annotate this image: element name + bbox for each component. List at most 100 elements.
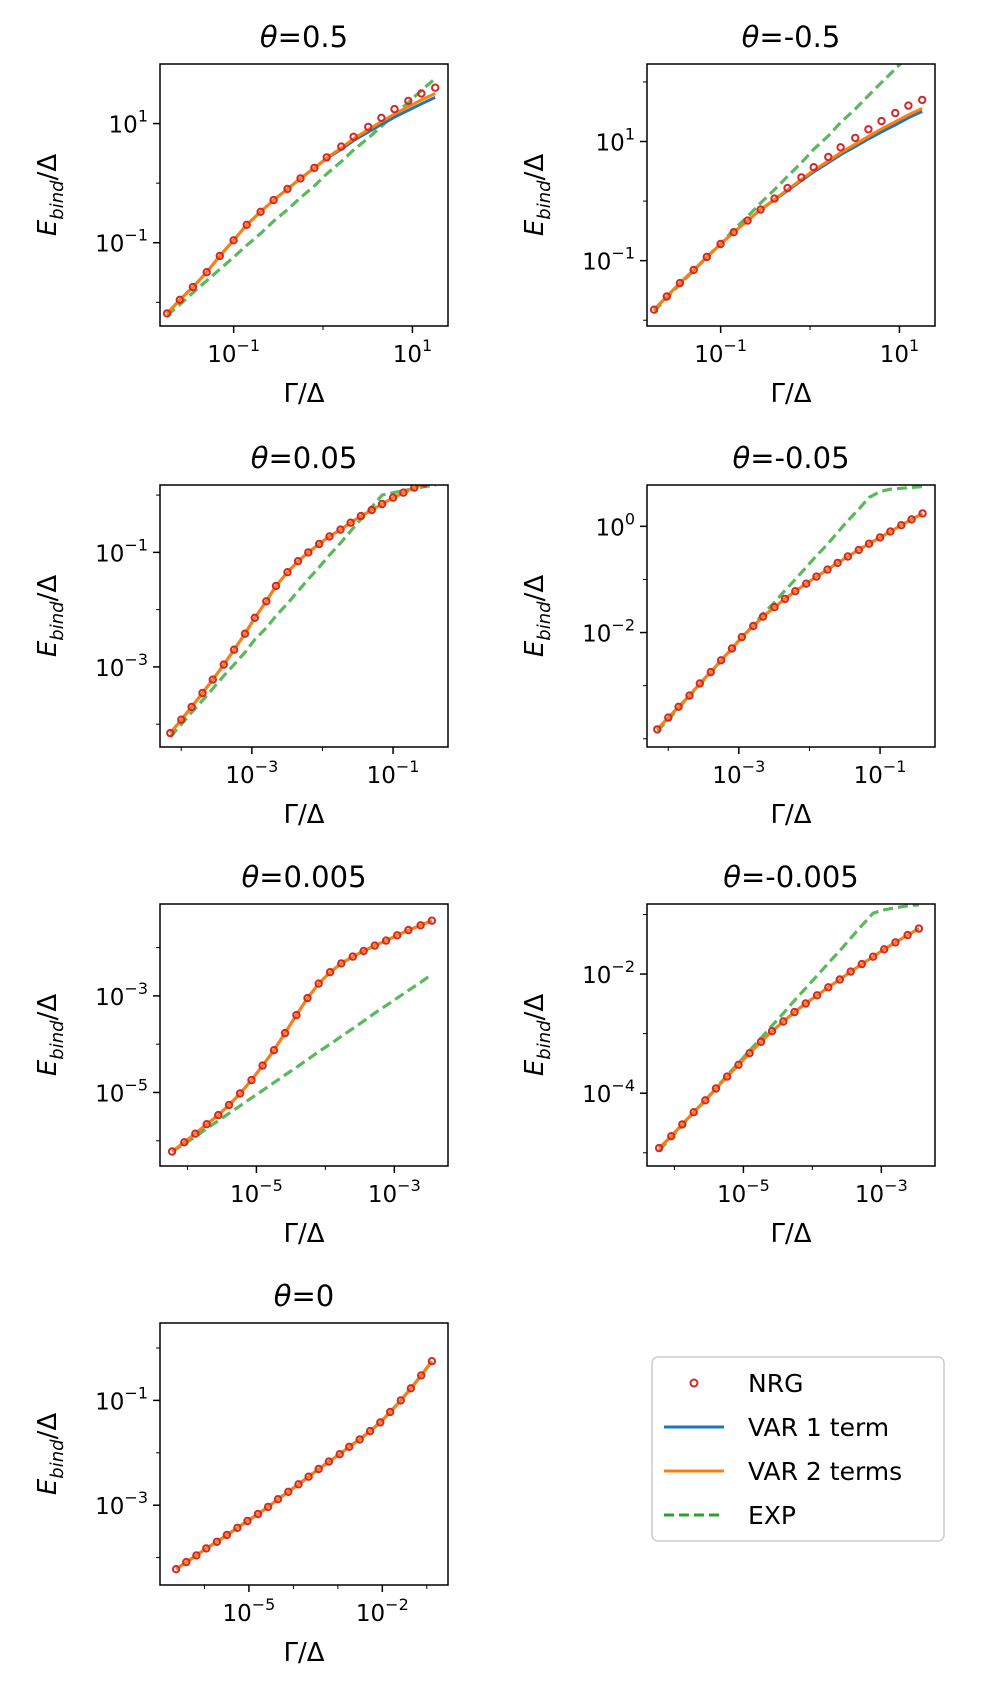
- nrg-point: [367, 505, 376, 515]
- axes-frame: [159, 63, 449, 327]
- x-tick-label: 10−1: [207, 336, 260, 368]
- nrg-point: [836, 143, 845, 152]
- series-var-2-terms: [658, 927, 920, 1150]
- nrg-point: [262, 597, 271, 606]
- nrg-point: [907, 515, 916, 524]
- nrg-point: [417, 89, 426, 98]
- nrg-point: [918, 509, 927, 518]
- panel-5: θ=-0.005 10−5 10−3 10−4 10−2 Γ/Δ Ebind/Δ: [520, 860, 936, 1249]
- nrg-point: [202, 268, 211, 277]
- nrg-point: [242, 220, 251, 230]
- nrg-point: [427, 1357, 437, 1366]
- series-var-2-terms: [166, 92, 436, 315]
- nrg-point: [233, 1523, 242, 1533]
- nrg-point: [269, 1046, 279, 1055]
- y-tick-label: 10−3: [95, 1488, 148, 1520]
- nrg-point: [187, 702, 196, 712]
- nrg-point: [904, 101, 913, 110]
- nrg-point: [243, 1516, 252, 1526]
- nrg-point: [649, 305, 659, 314]
- y-tick-label: 101: [596, 125, 635, 157]
- nrg-point: [247, 1075, 256, 1085]
- nrg-point: [337, 142, 346, 151]
- nrg-point: [695, 679, 704, 688]
- nrg-point: [701, 1096, 710, 1105]
- nrg-point: [235, 1089, 245, 1098]
- series-var-2-terms: [653, 107, 923, 311]
- x-tick-label: 10−3: [368, 1176, 421, 1208]
- series-var-1-term: [658, 927, 920, 1150]
- legend-entry-var-2-terms: VAR 2 terms: [664, 1457, 902, 1486]
- panel-6: θ=0 10−5 10−2 10−3 10−1 Γ/Δ Ebind/Δ: [33, 1279, 449, 1668]
- nrg-point: [166, 728, 175, 738]
- series-exp: [657, 904, 920, 1152]
- y-axis-label: Ebind/Δ: [520, 575, 555, 657]
- nrg-point: [727, 644, 737, 653]
- panel-title: θ=-0.5: [742, 20, 841, 54]
- nrg-point: [198, 688, 207, 698]
- nrg-point: [296, 174, 305, 183]
- x-axis-label: Γ/Δ: [770, 1219, 811, 1249]
- nrg-point: [891, 938, 900, 947]
- nrg-point: [843, 552, 853, 561]
- nrg-point: [175, 295, 185, 304]
- y-axis-label: Ebind/Δ: [520, 994, 555, 1076]
- nrg-point: [823, 565, 832, 574]
- nrg-point: [802, 579, 811, 588]
- panel-title: θ=-0.05: [732, 441, 849, 475]
- nrg-point: [689, 265, 698, 275]
- nrg-point: [182, 1557, 191, 1567]
- x-tick-label: 10−1: [367, 757, 420, 789]
- x-axis-label: Γ/Δ: [283, 1219, 324, 1249]
- x-axis-label: Γ/Δ: [770, 379, 811, 409]
- y-tick-label: 10−5: [95, 1075, 148, 1107]
- nrg-point: [271, 581, 281, 591]
- y-axis-label: Ebind/Δ: [33, 575, 68, 657]
- nrg-point: [348, 952, 357, 961]
- nrg-point: [229, 236, 238, 245]
- nrg-point: [393, 931, 402, 940]
- x-tick-label: 10−3: [855, 1176, 908, 1208]
- nrg-point: [918, 95, 927, 105]
- y-tick-label: 10−1: [95, 1383, 148, 1415]
- x-axis-label: Γ/Δ: [770, 800, 811, 830]
- nrg-point: [770, 194, 779, 203]
- nrg-point: [891, 108, 900, 118]
- axes-frame: [646, 484, 936, 748]
- nrg-point: [208, 675, 218, 684]
- nrg-point: [364, 122, 373, 132]
- nrg-point: [745, 1049, 754, 1058]
- nrg-point: [310, 163, 319, 173]
- nrg-point: [809, 163, 818, 172]
- y-axis-label: Ebind/Δ: [520, 154, 555, 236]
- nrg-point: [250, 613, 260, 622]
- legend-label: VAR 2 terms: [748, 1457, 902, 1486]
- x-axis-label: Γ/Δ: [283, 1638, 324, 1668]
- y-tick-label: 10−4: [582, 1076, 635, 1108]
- nrg-point: [304, 548, 313, 557]
- nrg-point: [219, 660, 229, 669]
- nrg-point: [253, 1509, 263, 1519]
- nrg-point: [214, 1110, 223, 1120]
- panel-4: θ=0.005 10−5 10−3 10−5 10−3 Γ/Δ Ebind/Δ: [33, 860, 449, 1249]
- nrg-point: [729, 228, 738, 237]
- nrg-point: [256, 207, 265, 217]
- nrg-point: [824, 152, 833, 162]
- series-exp: [171, 972, 433, 1153]
- nrg-point: [797, 173, 806, 182]
- x-axis-label: Γ/Δ: [283, 379, 324, 409]
- y-tick-label: 10−1: [95, 535, 148, 567]
- axes-frame: [159, 484, 449, 748]
- x-tick-label: 10−5: [717, 1176, 770, 1208]
- series-var-2-terms: [171, 919, 433, 1153]
- x-tick-label: 10−5: [222, 1595, 275, 1627]
- nrg-point: [376, 1418, 385, 1427]
- nrg-point: [427, 916, 437, 925]
- nrg-point: [303, 993, 312, 1003]
- nrg-point: [381, 936, 391, 945]
- nrg-point: [711, 1084, 721, 1093]
- nrg-point: [767, 1027, 777, 1036]
- nrg-point: [801, 999, 810, 1008]
- nrg-point: [758, 612, 768, 621]
- nrg-point: [215, 251, 225, 261]
